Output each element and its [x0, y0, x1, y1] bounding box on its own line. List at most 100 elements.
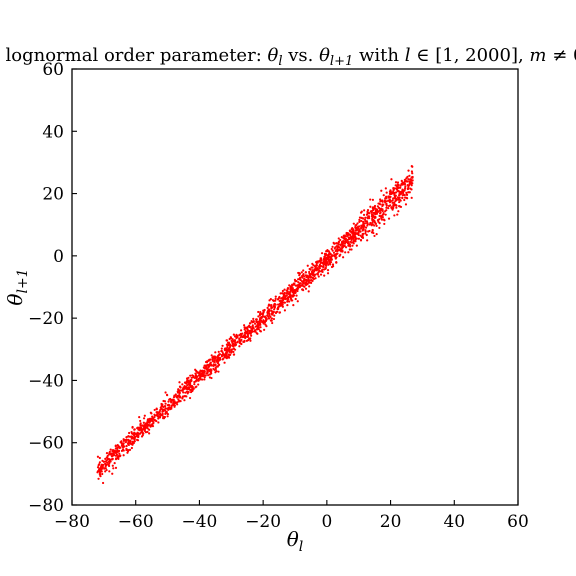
data-point	[382, 212, 385, 216]
data-point	[310, 270, 314, 273]
data-point	[293, 283, 296, 286]
data-point	[398, 198, 401, 201]
data-point	[296, 286, 299, 289]
data-point	[264, 317, 267, 320]
data-point	[344, 251, 347, 254]
data-point	[334, 257, 337, 260]
data-point	[211, 358, 214, 361]
data-point	[348, 229, 351, 232]
data-point	[347, 236, 350, 239]
data-point	[299, 276, 302, 279]
data-point	[303, 277, 306, 280]
data-point	[410, 196, 413, 199]
data-point	[186, 388, 189, 391]
data-point	[290, 287, 294, 290]
data-point	[195, 375, 199, 378]
data-point	[203, 376, 206, 379]
data-point	[364, 220, 367, 223]
data-point	[133, 437, 136, 440]
data-point	[125, 436, 128, 439]
data-point	[268, 299, 271, 302]
data-point	[395, 191, 398, 194]
data-point	[373, 234, 376, 238]
data-point	[149, 425, 152, 428]
data-point	[366, 208, 370, 212]
data-point	[273, 314, 276, 317]
title-range-var: l	[405, 45, 411, 66]
x-tick-label: 20	[380, 512, 402, 532]
data-point	[326, 254, 330, 258]
data-point	[281, 292, 284, 295]
data-point	[261, 312, 264, 315]
data-point	[138, 426, 141, 429]
data-point	[167, 400, 170, 403]
data-point	[300, 280, 304, 283]
data-point	[101, 472, 104, 476]
data-point	[97, 477, 100, 480]
data-point	[249, 331, 253, 334]
data-point	[354, 229, 357, 232]
data-point	[328, 251, 331, 254]
data-point	[318, 270, 321, 273]
data-point	[148, 428, 151, 431]
data-point	[408, 180, 411, 183]
data-point	[135, 438, 139, 441]
y-tick-label: −40	[28, 371, 64, 391]
data-point	[208, 376, 212, 379]
data-point	[307, 275, 310, 278]
data-point	[322, 258, 326, 261]
data-point	[395, 206, 398, 209]
data-point	[351, 227, 354, 230]
data-point	[361, 234, 364, 238]
data-point	[176, 394, 179, 397]
data-point	[362, 222, 365, 225]
title-range: ∈ [1, 2000],	[410, 45, 529, 66]
data-point	[183, 381, 187, 384]
data-point	[177, 388, 180, 391]
data-point	[101, 459, 104, 462]
data-point	[395, 199, 398, 202]
data-point	[366, 224, 369, 227]
data-point	[222, 357, 225, 360]
data-point	[330, 247, 333, 251]
data-point	[296, 300, 299, 303]
data-point	[292, 290, 295, 293]
data-point	[316, 272, 319, 275]
data-point	[396, 213, 399, 216]
data-point	[167, 406, 170, 409]
data-point	[319, 262, 322, 265]
data-point	[159, 412, 162, 415]
data-point	[122, 446, 125, 449]
data-point	[410, 188, 413, 191]
data-point	[286, 304, 289, 307]
data-point	[129, 442, 132, 445]
data-point	[394, 181, 398, 184]
data-point	[114, 447, 117, 450]
data-point	[122, 442, 125, 445]
data-point	[315, 260, 318, 264]
data-point	[374, 221, 377, 224]
data-point	[392, 189, 395, 192]
data-point	[113, 453, 116, 457]
data-point	[344, 246, 348, 249]
data-point	[304, 281, 307, 284]
data-point	[402, 190, 405, 193]
data-point	[283, 301, 287, 304]
data-point	[332, 251, 336, 254]
data-point	[129, 439, 132, 442]
data-point	[170, 401, 173, 404]
data-point	[177, 398, 180, 401]
data-point	[348, 233, 351, 236]
data-point	[233, 340, 236, 343]
data-point	[253, 322, 257, 325]
data-point	[97, 464, 100, 467]
data-point	[98, 473, 102, 476]
data-point	[354, 238, 357, 241]
data-point	[115, 451, 118, 454]
data-point	[230, 348, 233, 351]
data-point	[128, 435, 131, 438]
y-tick-label: 60	[42, 60, 64, 80]
data-point	[411, 176, 414, 179]
data-point	[342, 241, 345, 244]
data-point	[282, 298, 285, 302]
